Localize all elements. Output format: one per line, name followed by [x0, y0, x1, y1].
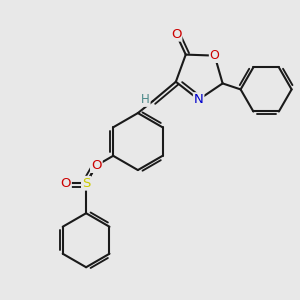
Text: O: O [61, 177, 71, 190]
Text: O: O [171, 28, 181, 41]
Text: S: S [82, 177, 90, 190]
Text: O: O [210, 49, 220, 62]
Text: H: H [141, 93, 150, 106]
Text: N: N [194, 93, 203, 106]
Text: O: O [91, 159, 102, 172]
Text: O: O [91, 159, 102, 172]
